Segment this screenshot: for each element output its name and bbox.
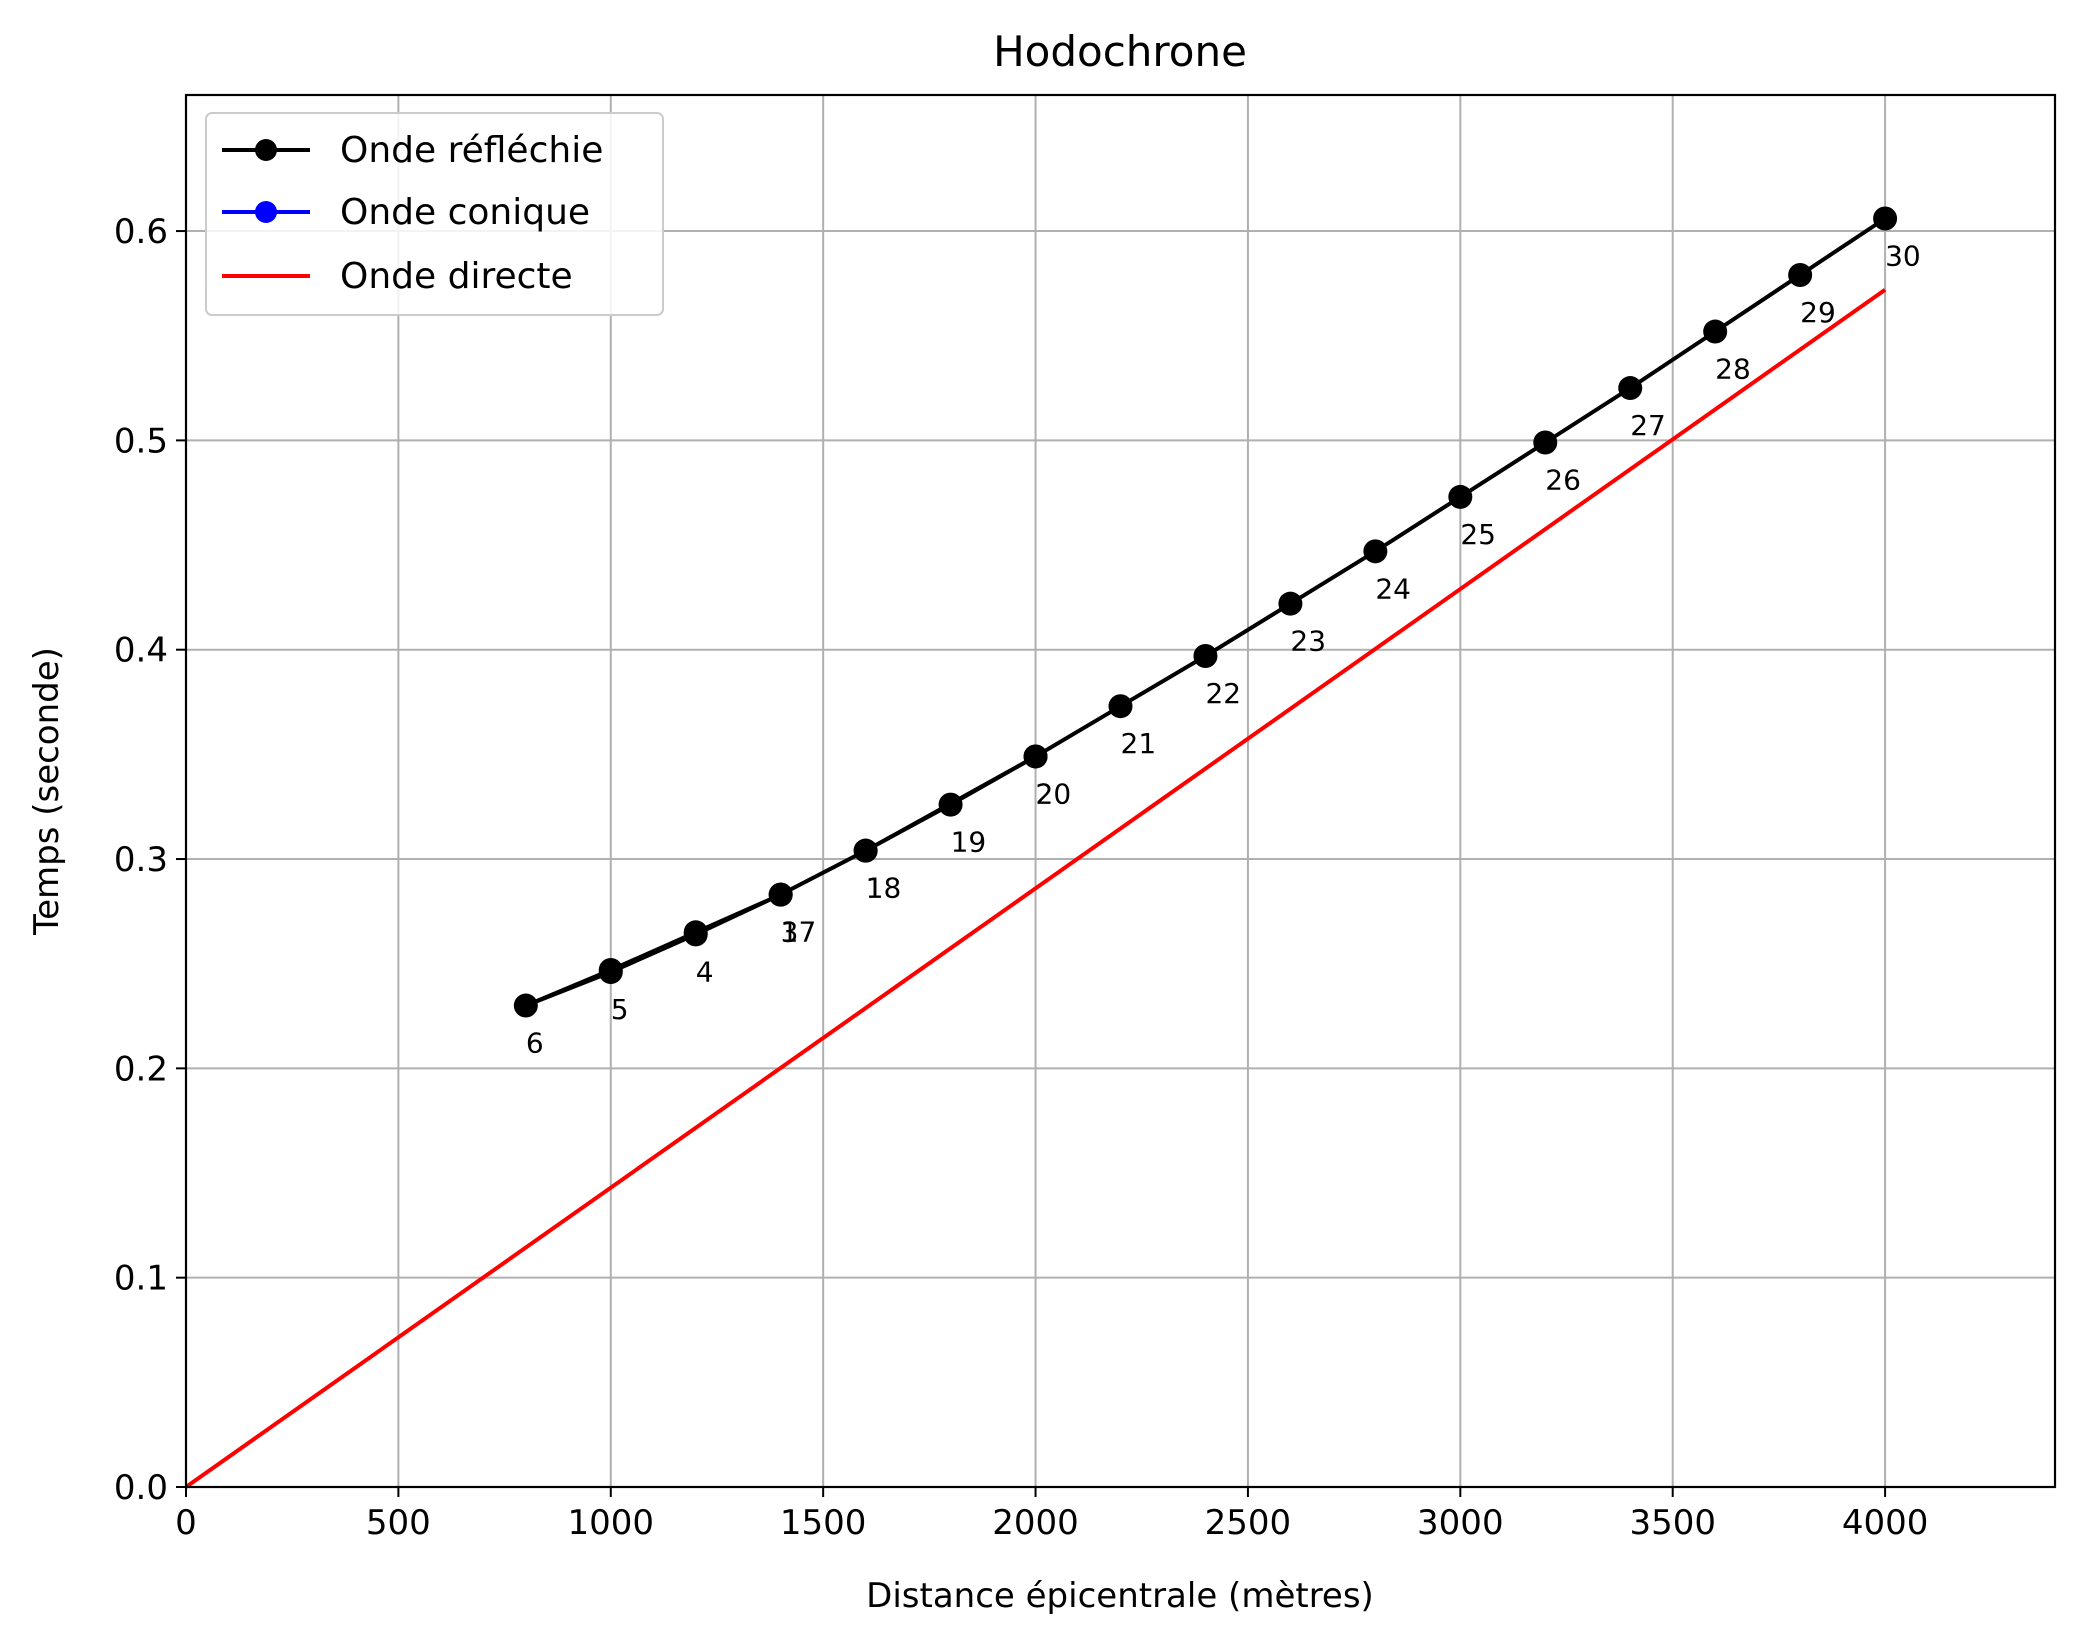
point-label: 24 bbox=[1375, 572, 1411, 605]
point-label: 23 bbox=[1290, 625, 1326, 658]
point-label: 3 bbox=[781, 916, 799, 949]
x-tick-label: 0 bbox=[175, 1503, 197, 1543]
data-point-onde-reflechie bbox=[1788, 263, 1813, 288]
data-point-onde-reflechie bbox=[1023, 744, 1048, 769]
x-tick-label: 1000 bbox=[568, 1503, 655, 1543]
data-point-onde-reflechie bbox=[1108, 694, 1133, 719]
y-tick-label: 0.3 bbox=[114, 840, 168, 880]
point-label: 26 bbox=[1545, 463, 1581, 496]
x-tick-label: 3000 bbox=[1417, 1503, 1504, 1543]
x-tick-label: 4000 bbox=[1842, 1503, 1929, 1543]
data-point-onde-reflechie bbox=[1703, 319, 1728, 344]
y-tick-label: 0.6 bbox=[114, 212, 168, 252]
data-point-onde-reflechie bbox=[598, 957, 623, 982]
point-label: 6 bbox=[526, 1027, 544, 1060]
y-axis-label: Temps (seconde) bbox=[27, 647, 67, 936]
data-point-onde-reflechie bbox=[1278, 591, 1303, 616]
legend-marker-onde-reflechie bbox=[255, 139, 277, 161]
data-point-onde-reflechie bbox=[938, 792, 963, 817]
data-point-onde-reflechie bbox=[1873, 206, 1898, 231]
legend-frame bbox=[205, 112, 664, 316]
data-point-onde-reflechie bbox=[1618, 376, 1643, 401]
point-label: 19 bbox=[951, 826, 987, 859]
legend-label-onde-conique: Onde conique bbox=[340, 192, 590, 233]
y-tick-label: 0.5 bbox=[114, 421, 168, 461]
data-point-onde-reflechie bbox=[1533, 430, 1558, 455]
point-label: 2 bbox=[1036, 777, 1054, 810]
point-label: 18 bbox=[866, 872, 902, 905]
y-tick-label: 0.2 bbox=[114, 1049, 168, 1089]
y-tick-label: 0.1 bbox=[114, 1259, 168, 1299]
data-point-onde-reflechie bbox=[683, 920, 708, 945]
data-point-onde-reflechie bbox=[1193, 643, 1218, 668]
point-label: 4 bbox=[696, 955, 714, 988]
legend-marker-onde-conique bbox=[255, 201, 277, 223]
point-label: 20 bbox=[1036, 777, 1072, 810]
point-label: 25 bbox=[1460, 518, 1496, 551]
series-line-onde-directe bbox=[184, 288, 1887, 1489]
series-line-onde-reflechie bbox=[523, 216, 1887, 1008]
point-label: 22 bbox=[1205, 677, 1241, 710]
plot-frame bbox=[184, 93, 2057, 1489]
y-tick-label: 0.4 bbox=[114, 631, 168, 671]
point-label: 27 bbox=[1630, 409, 1666, 442]
x-tick-label: 2500 bbox=[1205, 1503, 1292, 1543]
x-tick-label: 3500 bbox=[1629, 1503, 1716, 1543]
data-point-onde-reflechie bbox=[1448, 484, 1473, 509]
data-point-onde-reflechie bbox=[768, 882, 793, 907]
point-label: 30 bbox=[1885, 240, 1921, 273]
x-tick-label: 1500 bbox=[780, 1503, 867, 1543]
axis-ticks: 0 500 1000 1500 2000 2500 3000 3500 4000 0.0 0.1 0.… bbox=[114, 212, 1928, 1543]
x-tick-label: 500 bbox=[366, 1503, 431, 1543]
point-label: 29 bbox=[1800, 296, 1836, 329]
legend-label-onde-reflechie: Onde réfléchie bbox=[340, 130, 603, 171]
chart-title: Hodochrone bbox=[993, 27, 1247, 76]
point-label: 17 bbox=[781, 916, 817, 949]
y-tick-label: 0.0 bbox=[114, 1468, 168, 1508]
data-point-onde-reflechie bbox=[513, 993, 538, 1018]
data-point-onde-reflechie bbox=[853, 838, 878, 863]
x-axis-label: Distance épicentrale (mètres) bbox=[866, 1576, 1374, 1616]
point-label: 21 bbox=[1121, 727, 1157, 760]
data-point-onde-reflechie bbox=[1363, 539, 1388, 564]
legend: Onde réfléchie Onde conique Onde directe bbox=[205, 112, 664, 316]
legend-label-onde-directe: Onde directe bbox=[340, 256, 573, 297]
point-label: 28 bbox=[1715, 353, 1751, 386]
x-tick-label: 2000 bbox=[992, 1503, 1079, 1543]
point-label: 5 bbox=[611, 993, 629, 1026]
point-label: 1 bbox=[866, 872, 884, 905]
